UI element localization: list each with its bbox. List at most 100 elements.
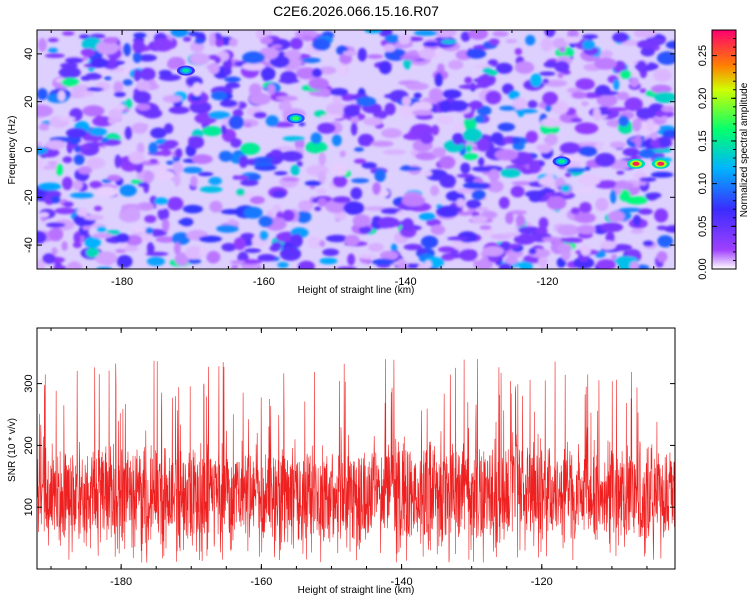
- heatmap-cell: [298, 122, 306, 127]
- heatmap-cell: [611, 244, 633, 251]
- heatmap-cell: [610, 189, 617, 204]
- heatmap-cell: [528, 159, 541, 174]
- heatmap-cell: [463, 117, 477, 131]
- heatmap-cell: [248, 173, 261, 181]
- heatmap-cell: [114, 91, 126, 98]
- heatmap-cell: [343, 104, 360, 118]
- heatmap-cell: [197, 172, 214, 177]
- heatmap-cell: [63, 201, 74, 208]
- bottom-x-tick-label: -140: [391, 576, 413, 588]
- top-x-tick-label: -160: [253, 276, 275, 288]
- heatmap-cell: [595, 197, 609, 212]
- heatmap-cell: [208, 176, 222, 186]
- heatmap-cell: [182, 204, 203, 214]
- heatmap-cell: [616, 91, 630, 101]
- heatmap-cell: [190, 175, 198, 188]
- heatmap-cell: [157, 143, 176, 150]
- heatmap-cell: [62, 156, 73, 164]
- top-y-tick-label: 40: [23, 48, 35, 60]
- heatmap-cell: [426, 218, 441, 227]
- heatmap-cell: [115, 233, 130, 244]
- top-x-tick-label: -180: [111, 276, 133, 288]
- heatmap-cell: [436, 205, 460, 218]
- heatmap-cell: [142, 108, 163, 119]
- heatmap-cell: [436, 115, 454, 125]
- heatmap-cell: [208, 111, 231, 120]
- heatmap-cell: [106, 58, 118, 66]
- heatmap-cell: [412, 109, 434, 116]
- heatmap-cell: [504, 256, 518, 265]
- heatmap-cell: [310, 132, 322, 144]
- heatmap-cell: [225, 82, 241, 89]
- heatmap-cell: [535, 226, 548, 235]
- heatmap-cell: [173, 242, 181, 255]
- heatmap-cell: [612, 32, 629, 43]
- heatmap-cell: [557, 224, 580, 237]
- heatmap-cell: [343, 201, 365, 215]
- heatmap-cell: [544, 30, 556, 38]
- heatmap-cell: [47, 161, 58, 166]
- heatmap-cell: [438, 246, 456, 253]
- heatmap-cell: [47, 47, 59, 53]
- heatmap-cell: [424, 260, 432, 269]
- heatmap-cell: [566, 167, 586, 173]
- heatmap-cell: [253, 156, 274, 163]
- heatmap-cell: [363, 117, 383, 126]
- heatmap-cell: [618, 207, 643, 213]
- heatmap-cell: [145, 227, 154, 235]
- heatmap-cell: [280, 71, 297, 84]
- heatmap-cell: [66, 261, 82, 269]
- heatmap-cell: [148, 142, 158, 155]
- heatmap-cell: [542, 78, 549, 84]
- heatmap-cell: [512, 141, 525, 151]
- heatmap-cell: [439, 155, 456, 170]
- heatmap-cell: [249, 196, 265, 205]
- colorbar-tick-label: 0.00: [697, 258, 709, 279]
- heatmap-cell: [42, 253, 56, 264]
- heatmap-cell: [474, 115, 486, 123]
- heatmap-cell: [274, 171, 288, 176]
- top-y-tick-label: -40: [23, 237, 35, 253]
- heatmap-cell: [311, 68, 323, 78]
- heatmap-cell: [57, 90, 66, 102]
- heatmap-cell: [540, 117, 563, 128]
- heatmap-cell: [167, 196, 184, 211]
- heatmap-cell: [460, 31, 471, 42]
- heatmap-cell: [271, 44, 283, 49]
- heatmap-cell: [82, 225, 91, 231]
- heatmap-cell: [188, 136, 205, 149]
- heatmap-cell: [469, 100, 483, 110]
- heatmap-peak: [292, 116, 300, 121]
- heatmap-cell: [297, 200, 314, 212]
- heatmap-cell: [350, 122, 358, 136]
- heatmap-cell: [133, 69, 141, 82]
- heatmap-cell: [638, 208, 653, 215]
- heatmap-cell: [319, 257, 338, 265]
- heatmap-cell: [363, 206, 388, 211]
- heatmap-cell: [396, 211, 406, 217]
- heatmap-cell: [301, 34, 314, 42]
- heatmap-cell: [86, 157, 106, 170]
- heatmap-cell: [136, 80, 151, 92]
- heatmap-cell: [168, 106, 190, 114]
- heatmap-cell: [172, 161, 183, 175]
- heatmap-cell: [316, 188, 327, 195]
- heatmap-cell: [48, 227, 64, 242]
- heatmap-cell: [241, 263, 261, 269]
- heatmap-cell: [463, 153, 479, 161]
- heatmap-cell: [576, 187, 596, 194]
- heatmap-cell: [61, 31, 75, 36]
- heatmap-cell: [96, 266, 113, 269]
- heatmap-cell: [72, 241, 82, 249]
- heatmap-cell: [267, 83, 276, 95]
- heatmap-cell: [114, 154, 122, 169]
- heatmap-cell: [381, 128, 402, 139]
- bottom-x-tick-label: -160: [250, 576, 272, 588]
- heatmap-cell: [62, 176, 73, 191]
- heatmap-cell: [430, 224, 446, 235]
- heatmap-cell: [463, 128, 483, 143]
- heatmap-cell: [638, 149, 655, 159]
- heatmap-cell: [188, 31, 200, 37]
- heatmap-cell: [72, 180, 83, 191]
- heatmap-cell: [173, 173, 181, 187]
